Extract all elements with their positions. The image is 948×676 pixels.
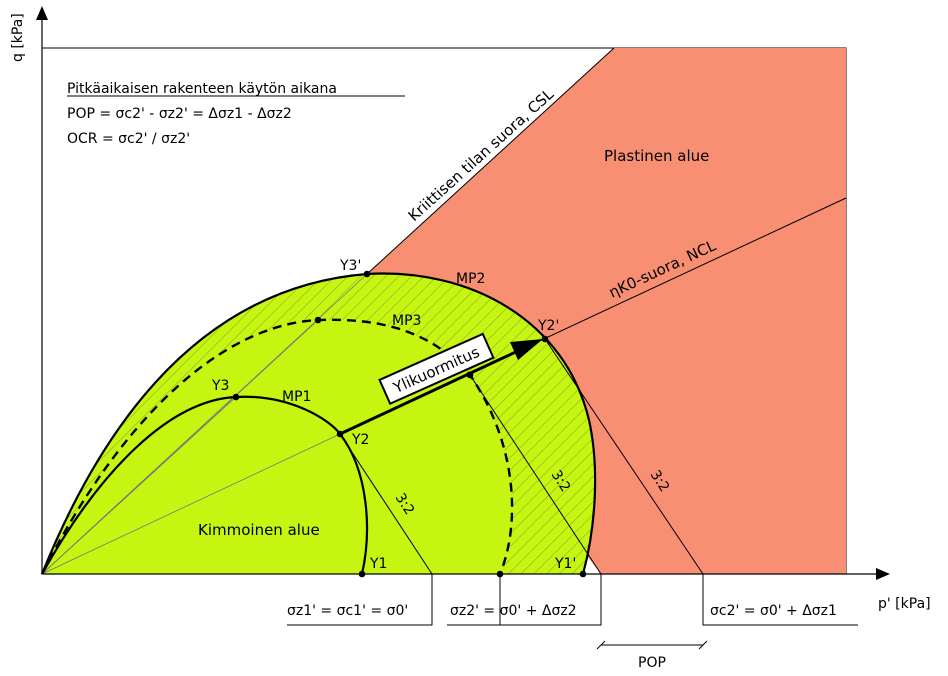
slope-line-3	[544, 338, 704, 575]
arrowhead	[510, 339, 543, 360]
stress-label-s1: σz1' = σc1' = σ0'	[287, 603, 408, 619]
mp3-curve	[40, 318, 514, 575]
y-axis-label: q [kPa]	[10, 13, 26, 62]
x-axis-label: p' [kPa]	[878, 596, 931, 612]
info-ocr: OCR = σc2' / σz2'	[67, 131, 190, 147]
point-y1-label: Y1	[369, 556, 387, 572]
slope-line-2	[469, 374, 602, 575]
point-y3p-label: Y3'	[339, 258, 361, 274]
mp3-label: MP3	[392, 313, 421, 329]
csl-line	[366, 47, 615, 275]
info-pop: POP = σc2' - σz2' = Δσz1 - Δσz2	[67, 106, 292, 122]
point-y2p-label: Y2'	[537, 318, 559, 334]
mp1-curve	[41, 395, 369, 575]
stress-label-s2: σz2' = σ0' + Δσz2	[450, 603, 577, 619]
slope-line-1	[339, 433, 433, 575]
stress-path-arrow	[339, 348, 521, 436]
stress-brackets	[287, 574, 858, 626]
pop-dimension	[596, 640, 708, 650]
mp2-curve	[40, 272, 597, 575]
mp1-label: MP1	[282, 389, 311, 405]
plastic-region	[367, 48, 846, 574]
pop-label: POP	[638, 655, 666, 671]
info-title: Pitkäaikaisen rakenteen käytön aikana	[67, 81, 337, 97]
y-axis-arrow	[36, 6, 48, 20]
point-y3-label: Y3	[211, 378, 229, 394]
guide-lines	[42, 273, 368, 574]
point-y1p-label: Y1'	[554, 556, 576, 572]
point-y2-label: Y2	[351, 432, 369, 448]
elastic-region-label: Kimmoinen alue	[198, 521, 320, 539]
mp2-label: MP2	[456, 271, 485, 287]
points	[232, 270, 587, 578]
stress-label-s3: σc2' = σ0' + Δσz1	[710, 603, 837, 619]
plastic-region-label: Plastinen alue	[604, 147, 709, 165]
x-axis-arrow	[876, 568, 890, 580]
